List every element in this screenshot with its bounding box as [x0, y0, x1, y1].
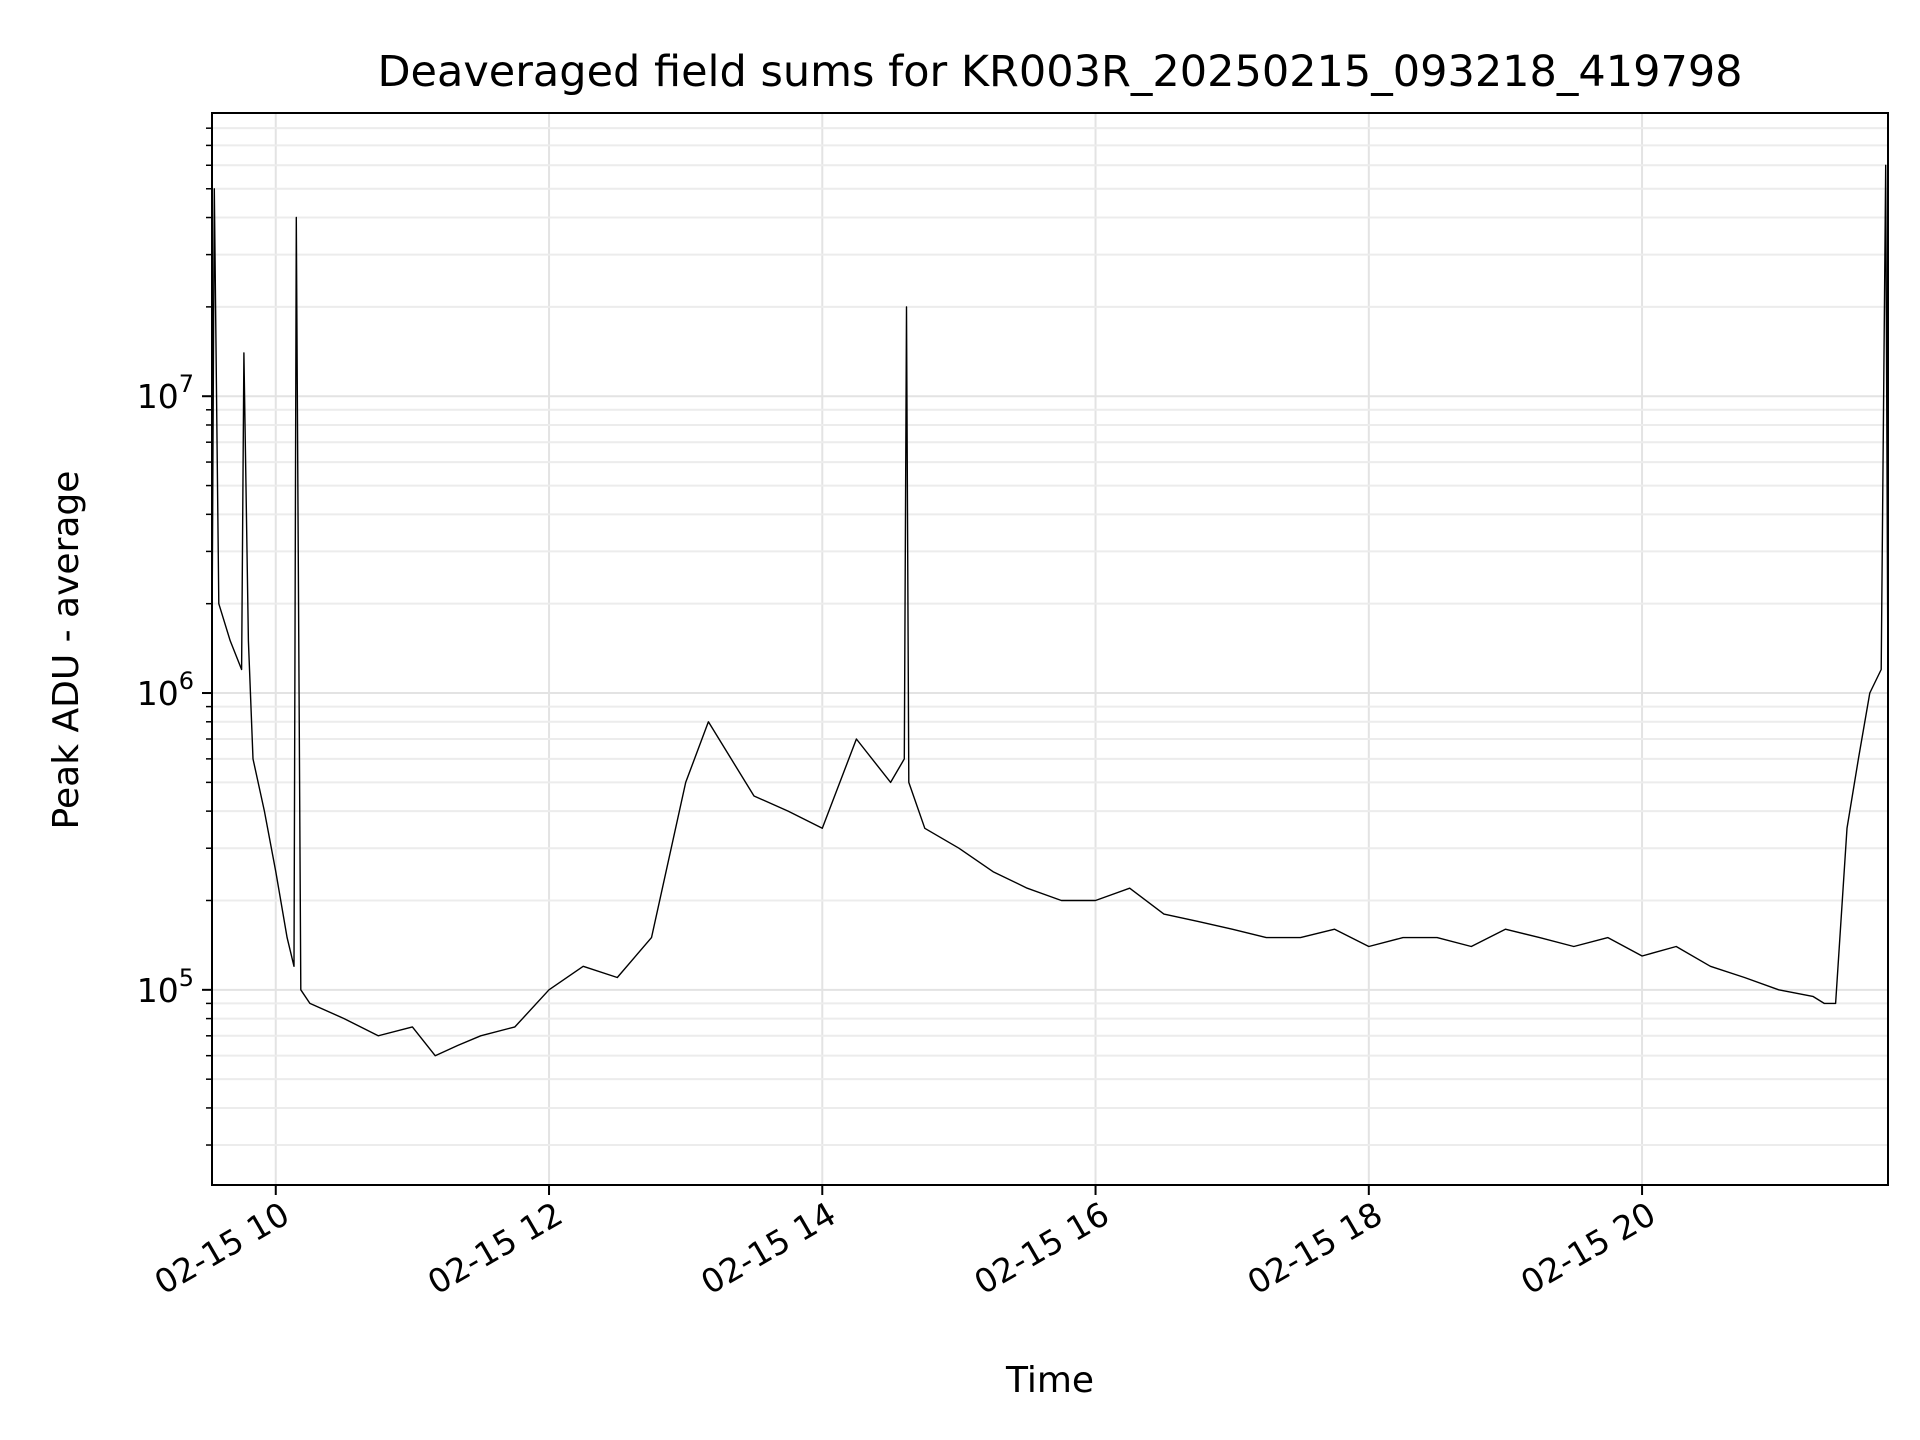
- y-axis-label: Peak ADU - average: [46, 471, 87, 830]
- y-tick-label: 107: [137, 370, 194, 416]
- chart-title: Deaveraged field sums for KR003R_2025021…: [377, 47, 1742, 97]
- y-tick-label: 105: [137, 964, 194, 1010]
- series-line: [211, 164, 1889, 1057]
- y-tick-label: 106: [137, 667, 194, 713]
- plot-frame: [211, 112, 1889, 1186]
- data-series: [211, 164, 1889, 1057]
- x-axis-label: Time: [1005, 1360, 1094, 1401]
- grid: [212, 113, 1888, 1185]
